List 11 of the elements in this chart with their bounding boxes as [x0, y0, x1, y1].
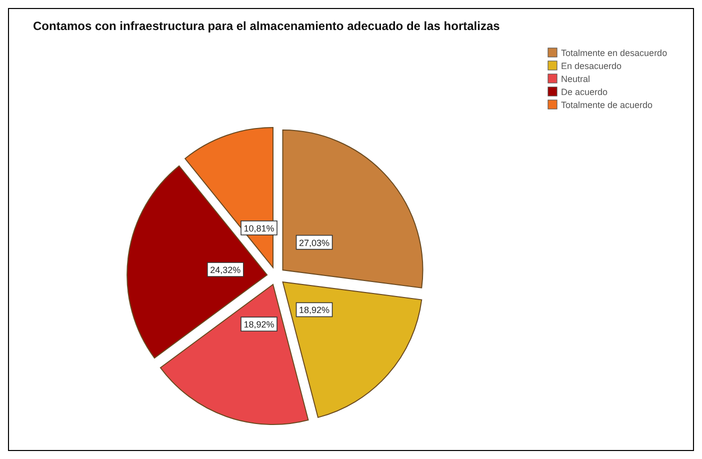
- legend-label: Totalmente en desacuerdo: [561, 48, 668, 58]
- legend-label: Neutral: [561, 74, 590, 84]
- legend-label: De acuerdo: [561, 87, 608, 97]
- data-label: 18,92%: [244, 320, 274, 330]
- chart-title: Contamos con infraestructura para el almacenamiento adecuado de las hortalizas: [33, 19, 500, 33]
- data-label: 10,81%: [244, 223, 274, 234]
- legend-label: Totalmente de acuerdo: [561, 100, 653, 110]
- legend-label: En desacuerdo: [561, 61, 622, 71]
- data-label: 18,92%: [299, 305, 330, 316]
- data-label: 24,32%: [210, 265, 241, 276]
- data-label: 27,03%: [299, 238, 330, 248]
